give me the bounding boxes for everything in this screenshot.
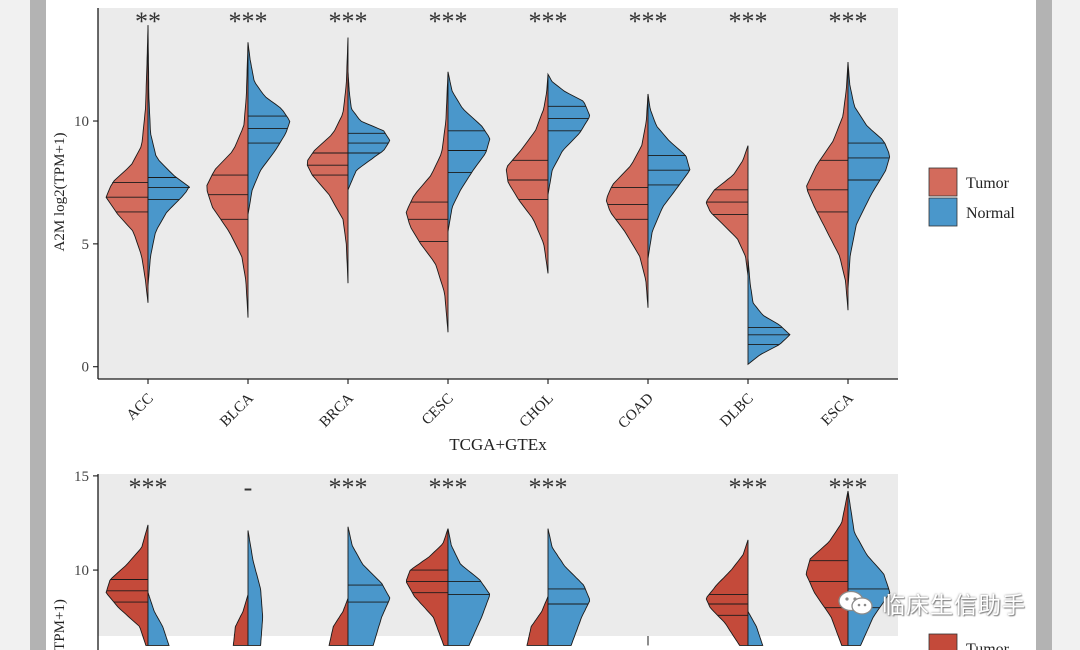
top-violin-normal-7 [847, 62, 891, 289]
top-legend-label-1: Normal [966, 205, 1015, 222]
top-violin-tumor-5 [605, 93, 649, 308]
bottom-violin-group-3 [406, 528, 491, 646]
bottom-violin-tumor-0 [105, 524, 149, 646]
bottom-significance-4: *** [529, 473, 568, 502]
bottom-significance-6: *** [729, 473, 768, 502]
top-x-tick-label-4: CHOL [517, 391, 557, 431]
top-violin-tumor-7 [806, 62, 849, 311]
bottom-violin-group-0 [105, 524, 170, 646]
top-violin-normal-2 [347, 71, 391, 190]
bottom-significance-7: *** [829, 473, 868, 502]
top-significance-1: *** [229, 7, 268, 36]
bottom-y-tick-label-0: 10 [74, 563, 89, 579]
bottom-violin-normal-1 [247, 530, 264, 646]
violin-chart-bottom: 10 15 TPM+1) *** - *** *** *** *** *** Tumor [52, 469, 1010, 650]
top-violin-group-6 [705, 145, 791, 366]
top-violin-group-3 [405, 71, 491, 333]
wechat-icon [838, 590, 873, 615]
top-y-tick-label-2: 10 [74, 114, 89, 130]
top-violin-tumor-1 [206, 42, 249, 318]
bottom-significance-1: - [244, 473, 253, 502]
top-violin-tumor-2 [306, 37, 349, 284]
top-violin-tumor-0 [105, 25, 149, 303]
top-significance-3: *** [429, 7, 468, 36]
top-significance-0: ** [135, 7, 161, 36]
top-violin-normal-6 [747, 258, 791, 366]
top-violin-normal-4 [547, 72, 591, 195]
bottom-y-tick-label-1: 15 [74, 469, 89, 485]
bottom-violin-group-6 [705, 539, 764, 646]
top-violin-group-7 [806, 62, 891, 311]
bottom-significance-2: *** [329, 473, 368, 502]
bottom-violin-tumor-2 [328, 598, 349, 646]
bottom-violin-normal-4 [547, 528, 591, 646]
bottom-violin-group-2 [328, 526, 391, 646]
top-y-tick-label-0: 0 [82, 360, 90, 376]
top-x-tick-label-3: CESC [419, 391, 457, 429]
bottom-violin-normal-6 [747, 609, 764, 646]
bottom-violin-normal-0 [147, 592, 170, 646]
top-violin-normal-3 [447, 71, 491, 232]
bottom-violin-tumor-7 [805, 490, 849, 646]
top-x-tick-label-6: DLBC [717, 391, 757, 431]
right-border [1036, 0, 1052, 650]
top-x-label: TCGA+GTEx [449, 435, 547, 454]
top-x-tick-label-2: BRCA [317, 390, 357, 430]
bottom-violin-tumor-4 [526, 596, 549, 646]
bottom-violin-normal-2 [347, 526, 391, 646]
top-x-tick-label-5: COAD [615, 390, 656, 431]
top-significance-4: *** [529, 7, 568, 36]
top-violin-group-1 [206, 42, 291, 318]
watermark: 临床生信助手 [836, 586, 1026, 620]
top-violin-group-4 [505, 72, 591, 274]
top-significance-5: *** [629, 7, 668, 36]
bottom-violin-group-1 [232, 530, 264, 646]
top-significance-7: *** [829, 7, 868, 36]
top-violin-tumor-6 [705, 145, 749, 276]
top-legend-key-0 [928, 167, 958, 197]
top-violin-group-5 [605, 93, 691, 308]
bottom-violin-group-4 [526, 528, 591, 646]
bottom-violin-tumor-1 [232, 594, 249, 646]
top-violin-normal-5 [647, 93, 691, 259]
top-violin-group-0 [105, 25, 190, 303]
top-significance-2: *** [329, 7, 368, 36]
bottom-panel [98, 474, 898, 636]
top-y-label: A2M log2(TPM+1) [52, 133, 68, 252]
bottom-violin-tumor-6 [705, 539, 749, 646]
top-violin-tumor-4 [505, 74, 549, 274]
bottom-violin-tumor-3 [406, 528, 449, 646]
bottom-y-label: TPM+1) [52, 599, 68, 650]
top-legend-label-0: Tumor [966, 175, 1010, 192]
top-legend-key-1 [928, 197, 958, 227]
bottom-violin-normal-3 [447, 528, 491, 646]
top-x-tick-label-7: ESCA [818, 390, 857, 429]
top-violin-normal-0 [147, 25, 190, 286]
bottom-significance-0: *** [129, 473, 168, 502]
watermark-text: 临床生信助手 [882, 593, 1026, 619]
top-y-tick-label-1: 5 [82, 237, 90, 253]
top-violin-group-2 [306, 37, 391, 284]
top-significance-6: *** [729, 7, 768, 36]
top-x-tick-label-0: ACC [124, 391, 157, 424]
bottom-legend-key-0 [928, 633, 958, 650]
violin-chart-top: 0 5 10 A2M log2(TPM+1) ** ACC *** BLCA *** BRCA **… [52, 7, 1015, 454]
bottom-legend-label-0: Tumor [966, 641, 1010, 650]
left-border [30, 0, 46, 650]
bottom-significance-3: *** [429, 473, 468, 502]
top-x-tick-label-1: BLCA [217, 390, 257, 430]
